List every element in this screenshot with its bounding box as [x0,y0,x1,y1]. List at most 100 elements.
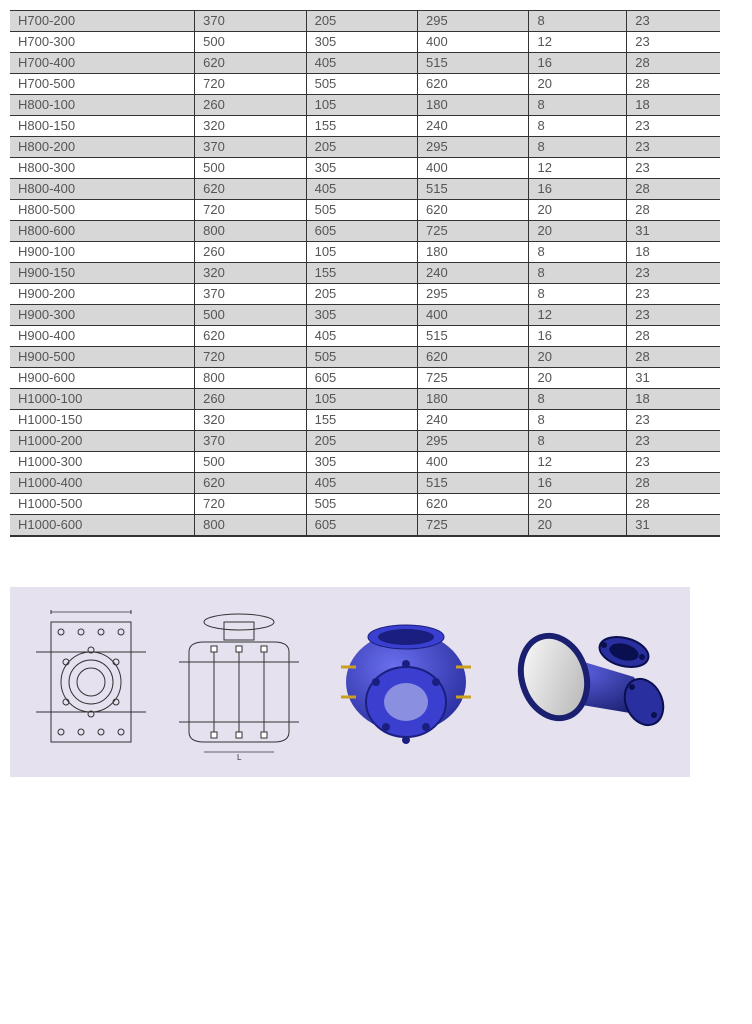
drawing-front-view [26,602,156,762]
table-cell: 20 [529,200,627,221]
table-cell: 240 [418,116,529,137]
table-cell: 12 [529,32,627,53]
table-row: H900-5007205056202028 [10,347,720,368]
table-cell: H700-300 [10,32,195,53]
table-cell: 515 [418,53,529,74]
table-cell: 16 [529,473,627,494]
table-row: H800-150320155240823 [10,116,720,137]
table-cell: 155 [306,116,417,137]
table-row: H700-5007205056202028 [10,74,720,95]
table-cell: 8 [529,284,627,305]
table-cell: 605 [306,221,417,242]
table-cell: 23 [627,263,720,284]
table-cell: 400 [418,452,529,473]
table-row: H1000-150320155240823 [10,410,720,431]
product-photo-blue [321,602,491,762]
table-cell: 28 [627,74,720,95]
table-cell: H1000-150 [10,410,195,431]
table-cell: 105 [306,242,417,263]
table-cell: 31 [627,221,720,242]
table-cell: H900-150 [10,263,195,284]
table-cell: 505 [306,200,417,221]
table-cell: 155 [306,263,417,284]
table-cell: 370 [195,11,306,32]
table-cell: H700-500 [10,74,195,95]
table-cell: 500 [195,158,306,179]
table-cell: 725 [418,515,529,537]
table-cell: 18 [627,242,720,263]
table-cell: 505 [306,494,417,515]
table-cell: 295 [418,11,529,32]
table-cell: 23 [627,410,720,431]
table-cell: 18 [627,95,720,116]
table-cell: 515 [418,473,529,494]
table-row: H800-4006204055151628 [10,179,720,200]
table-cell: 23 [627,284,720,305]
table-cell: 295 [418,431,529,452]
table-cell: 370 [195,284,306,305]
table-row: H700-4006204055151628 [10,53,720,74]
table-cell: 12 [529,452,627,473]
table-row: H900-100260105180818 [10,242,720,263]
table-row: H800-200370205295823 [10,137,720,158]
table-cell: 23 [627,32,720,53]
table-cell: 240 [418,410,529,431]
table-cell: 205 [306,284,417,305]
table-cell: H900-300 [10,305,195,326]
table-cell: 23 [627,116,720,137]
table-cell: 23 [627,158,720,179]
table-cell: 8 [529,11,627,32]
table-cell: 260 [195,242,306,263]
table-cell: 370 [195,431,306,452]
table-cell: 205 [306,431,417,452]
spec-table: H700-200370205295823H700-300500305400122… [10,10,720,537]
table-cell: 295 [418,284,529,305]
table-cell: 620 [195,179,306,200]
table-row: H1000-200370205295823 [10,431,720,452]
table-cell: 605 [306,368,417,389]
table-row: H800-100260105180818 [10,95,720,116]
table-cell: 180 [418,95,529,116]
table-row: H800-3005003054001223 [10,158,720,179]
table-cell: 405 [306,53,417,74]
table-cell: 320 [195,263,306,284]
table-cell: H1000-200 [10,431,195,452]
table-cell: 505 [306,347,417,368]
table-cell: 405 [306,473,417,494]
table-cell: 23 [627,305,720,326]
table-cell: 28 [627,347,720,368]
table-cell: 20 [529,221,627,242]
table-cell: 605 [306,515,417,537]
table-cell: 105 [306,95,417,116]
table-cell: 155 [306,410,417,431]
table-cell: 500 [195,32,306,53]
table-cell: 8 [529,95,627,116]
table-cell: 800 [195,221,306,242]
table-cell: 180 [418,242,529,263]
table-cell: 295 [418,137,529,158]
product-photo-angle [504,607,674,757]
table-cell: 620 [418,494,529,515]
table-cell: 105 [306,389,417,410]
table-cell: 8 [529,116,627,137]
table-cell: 8 [529,242,627,263]
table-cell: 725 [418,221,529,242]
table-cell: H900-400 [10,326,195,347]
table-row: H1000-3005003054001223 [10,452,720,473]
table-cell: 28 [627,326,720,347]
table-cell: H700-200 [10,11,195,32]
table-row: H900-4006204055151628 [10,326,720,347]
svg-text:L: L [237,753,242,762]
table-cell: 23 [627,137,720,158]
table-cell: 725 [418,368,529,389]
table-cell: 31 [627,515,720,537]
table-cell: 23 [627,452,720,473]
table-cell: 28 [627,179,720,200]
table-cell: 720 [195,347,306,368]
table-cell: 240 [418,263,529,284]
table-cell: H1000-300 [10,452,195,473]
table-cell: 620 [195,473,306,494]
table-cell: 620 [195,326,306,347]
table-cell: 515 [418,326,529,347]
table-cell: 28 [627,53,720,74]
